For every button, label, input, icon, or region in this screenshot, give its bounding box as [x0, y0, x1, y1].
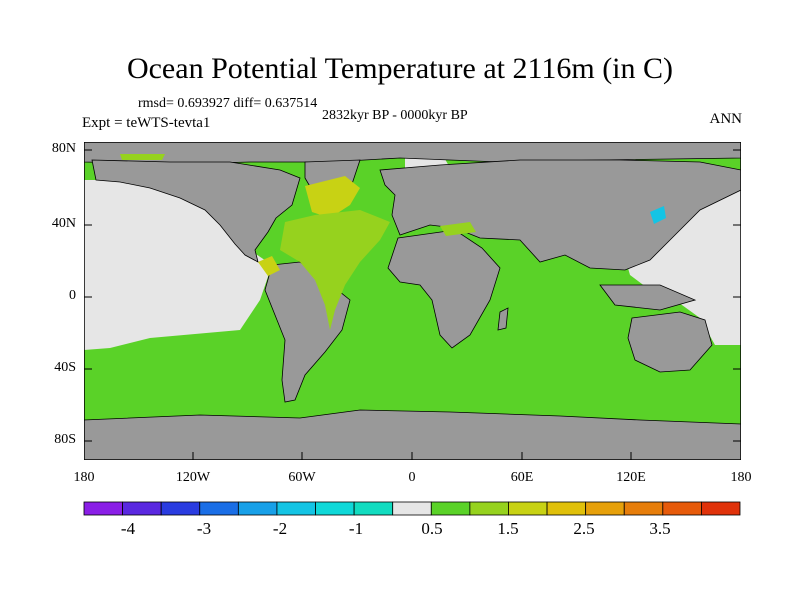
colorbar-label: -3: [196, 519, 212, 538]
antarctica: [84, 409, 741, 460]
lat-label-0: 0: [69, 288, 76, 303]
colorbar-swatch: [199, 501, 239, 516]
colorbar-swatch: [276, 501, 316, 516]
colorbar-swatch: [546, 501, 587, 516]
anomaly-patches: [120, 154, 666, 330]
lon-label-120e: 120E: [616, 470, 646, 485]
colorbar-label: 2.5: [573, 519, 595, 538]
colorbar-label: 1.5: [497, 519, 519, 538]
africa: [387, 229, 501, 349]
colorbar-swatch: [392, 501, 432, 516]
colorbar-swatch: [469, 501, 509, 516]
australia: [627, 311, 713, 373]
colorbar-swatch: [430, 501, 471, 516]
lat-label-40n: 40N: [51, 216, 76, 231]
colorbar-label: 3.5: [649, 519, 671, 538]
lon-label-120w: 120W: [175, 470, 211, 485]
colorbar-swatch: [662, 501, 702, 516]
map-title: Ocean Potential Temperature at 2116m (in…: [126, 52, 674, 85]
colorbar-swatch: [508, 501, 548, 516]
lon-label-180e: 180: [730, 470, 752, 485]
colorbar-label: -4: [120, 519, 136, 538]
colorbar-swatch: [237, 501, 278, 516]
pacific-near-zero-region: [84, 180, 741, 350]
eurasia: [379, 159, 741, 271]
colorbar-swatch: [585, 501, 625, 516]
madagascar: [497, 307, 509, 331]
lon-label-60e: 60E: [510, 470, 534, 485]
season-label: ANN: [709, 111, 743, 127]
maritime-continent: [599, 284, 697, 311]
colorbar-swatch: [315, 501, 355, 516]
colorbar-swatch: [83, 501, 123, 516]
lat-label-80s: 80S: [54, 432, 76, 447]
colorbar-swatch: [623, 501, 664, 516]
lon-label-180w: 180: [73, 470, 95, 485]
atlantic-moderate-warm-region: [280, 210, 390, 330]
stats-text: rmsd= 0.693927 diff= 0.637514: [138, 96, 318, 111]
lat-label-40s: 40S: [54, 360, 76, 375]
colorbar: [83, 501, 741, 516]
colorbar-label: -2: [272, 519, 288, 538]
lon-label-60w: 60W: [288, 470, 316, 485]
colorbar-swatch: [160, 501, 201, 516]
experiment-label: Expt = teWTS-tevta1: [82, 115, 211, 131]
colorbar-label: 0.5: [421, 519, 443, 538]
lon-label-0: 0: [408, 470, 416, 485]
map-canvas: [84, 142, 741, 460]
map-tick-marks: [84, 149, 741, 460]
mediterranean-warm-patch: [440, 222, 476, 236]
caribbean-warm-patch: [258, 256, 280, 276]
colorbar-swatch: [122, 501, 162, 516]
colorbar-label: -1: [348, 519, 364, 538]
colorbar-swatch: [701, 501, 741, 516]
japan-sea-cool-patch: [650, 206, 666, 224]
colorbar-swatch: [353, 501, 394, 516]
north-pacific-warm-strip: [120, 154, 165, 160]
lat-label-80n: 80N: [51, 141, 76, 156]
period-text: 2832kyr BP - 0000kyr BP: [322, 108, 468, 123]
north-atlantic-warm-patch: [305, 176, 360, 218]
